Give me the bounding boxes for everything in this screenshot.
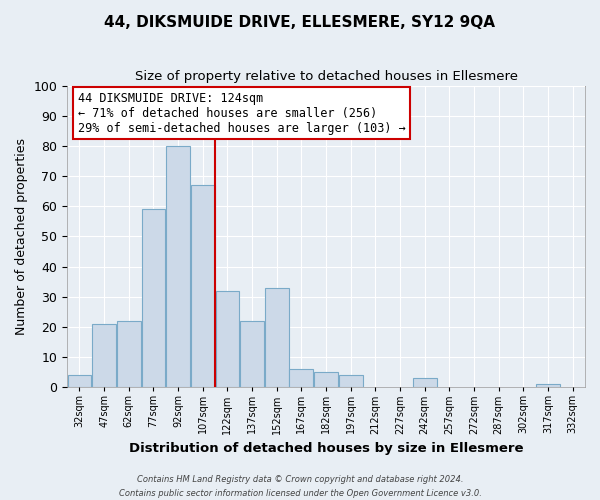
Bar xyxy=(240,321,264,387)
Text: 44 DIKSMUIDE DRIVE: 124sqm
← 71% of detached houses are smaller (256)
29% of sem: 44 DIKSMUIDE DRIVE: 124sqm ← 71% of deta… xyxy=(77,92,405,134)
Bar xyxy=(191,185,215,387)
Bar xyxy=(142,209,166,387)
Y-axis label: Number of detached properties: Number of detached properties xyxy=(15,138,28,335)
Bar xyxy=(289,369,313,387)
Text: 44, DIKSMUIDE DRIVE, ELLESMERE, SY12 9QA: 44, DIKSMUIDE DRIVE, ELLESMERE, SY12 9QA xyxy=(104,15,496,30)
Title: Size of property relative to detached houses in Ellesmere: Size of property relative to detached ho… xyxy=(134,70,518,83)
Bar xyxy=(536,384,560,387)
Bar xyxy=(339,375,362,387)
Bar xyxy=(166,146,190,387)
Bar xyxy=(314,372,338,387)
Bar xyxy=(265,288,289,387)
X-axis label: Distribution of detached houses by size in Ellesmere: Distribution of detached houses by size … xyxy=(129,442,523,455)
Bar xyxy=(92,324,116,387)
Bar xyxy=(215,290,239,387)
Bar xyxy=(117,321,141,387)
Bar xyxy=(68,375,91,387)
Bar xyxy=(413,378,437,387)
Text: Contains HM Land Registry data © Crown copyright and database right 2024.
Contai: Contains HM Land Registry data © Crown c… xyxy=(119,476,481,498)
